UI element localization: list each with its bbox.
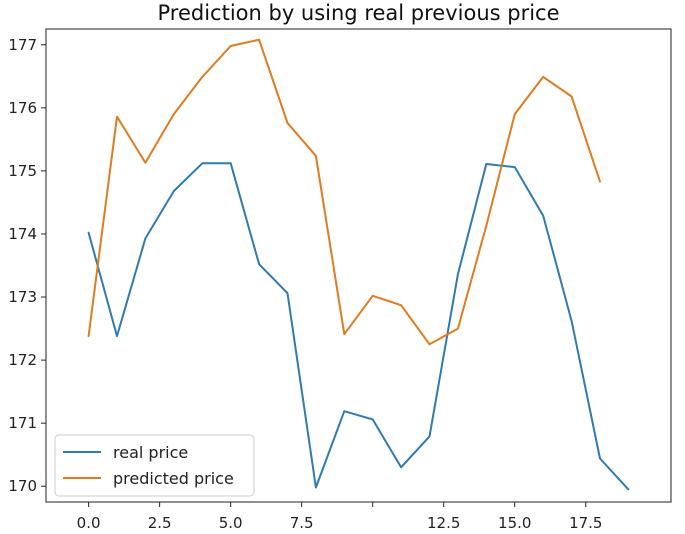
legend-box xyxy=(54,434,255,497)
legend: real price predicted price xyxy=(54,434,255,497)
y-tick-label: 170 xyxy=(8,477,37,495)
y-axis: 170 171 172 173 174 175 176 177 xyxy=(8,36,46,495)
series-layer xyxy=(87,38,630,491)
axes-frame xyxy=(45,28,672,503)
x-tick-label: 7.5 xyxy=(290,514,314,532)
y-tick-label: 175 xyxy=(8,162,37,180)
y-tick-label: 174 xyxy=(8,225,37,243)
series-line-0 xyxy=(87,162,630,491)
x-tick-label: 17.5 xyxy=(569,514,602,532)
y-tick-label: 177 xyxy=(8,36,37,54)
y-tick-label: 173 xyxy=(8,288,37,306)
x-tick-label: 0.0 xyxy=(77,514,101,532)
x-tick-label: 5.0 xyxy=(219,514,243,532)
x-tick-label: 15.0 xyxy=(498,514,531,532)
x-axis: 0.0 2.5 5.0 7.5 12.5 15.0 17.5 xyxy=(77,502,602,532)
y-tick-label: 172 xyxy=(8,351,37,369)
series-line-1 xyxy=(87,38,601,346)
y-tick-label: 176 xyxy=(8,99,37,117)
legend-label: predicted price xyxy=(113,469,234,488)
legend-label: real price xyxy=(113,443,188,462)
y-tick-label: 171 xyxy=(8,414,37,432)
x-tick-label: 2.5 xyxy=(148,514,172,532)
x-tick-label: 12.5 xyxy=(427,514,460,532)
chart-title: Prediction by using real previous price xyxy=(157,1,560,25)
